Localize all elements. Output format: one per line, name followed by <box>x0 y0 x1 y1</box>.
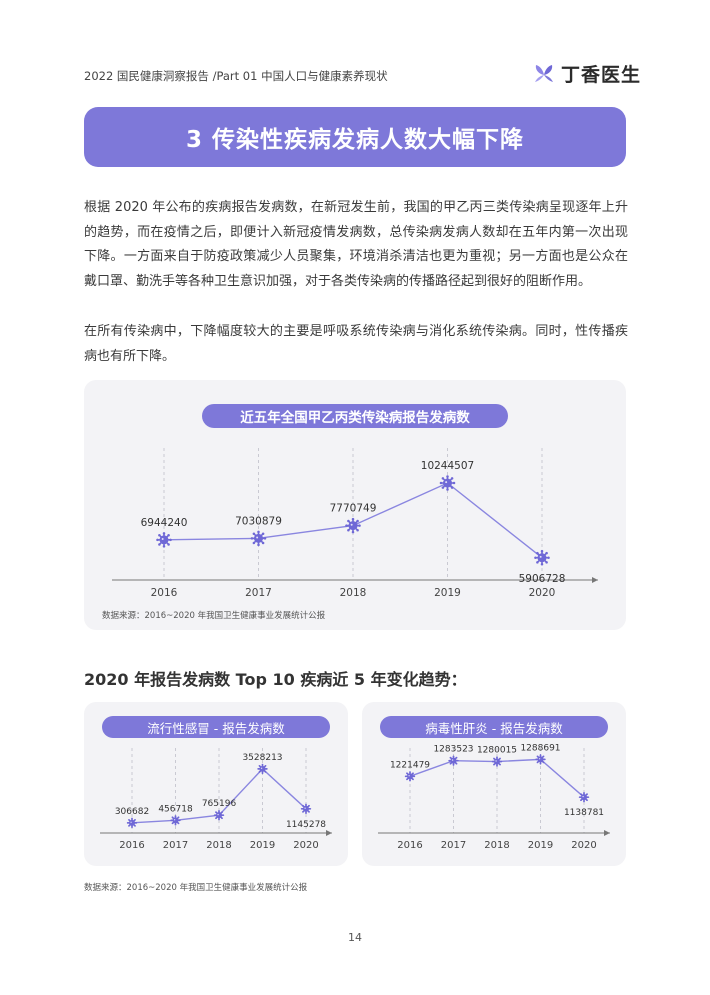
hepatitis-chart-svg: 1221479 2016 1283523 2017 1280015 2018 1288691… <box>378 743 610 851</box>
header-breadcrumb: 2022 国民健康洞察报告 /Part 01 中国人口与健康素养现状 <box>84 69 388 83</box>
data-point <box>439 475 456 491</box>
data-label: 6944240 <box>141 517 188 529</box>
x-tick-label: 2020 <box>571 840 596 851</box>
data-point <box>448 755 459 766</box>
x-tick-label: 2019 <box>528 840 553 851</box>
paragraph-2: 在所有传染病中，下降幅度较大的主要是呼吸系统传染病与消化系统传染病。同时，性传播… <box>84 324 628 364</box>
data-label: 456718 <box>158 804 193 814</box>
data-point <box>257 763 268 775</box>
data-point <box>404 771 416 782</box>
data-label: 5906728 <box>519 573 566 585</box>
data-label: 1221479 <box>390 760 430 770</box>
x-tick-label: 2017 <box>245 587 272 599</box>
x-axis-arrow <box>592 577 598 583</box>
data-label: 7770749 <box>330 503 377 515</box>
page-number: 14 <box>348 931 362 944</box>
data-label: 1288691 <box>520 743 560 753</box>
data-label: 1145278 <box>286 820 326 830</box>
x-tick-label: 2017 <box>441 840 466 851</box>
main-chart-title: 近五年全国甲乙丙类传染病报告发病数 <box>240 410 470 426</box>
flu-chart-title-pill: 流行性感冒 - 报告发病数 <box>102 716 330 738</box>
x-axis-arrow <box>604 830 610 836</box>
data-point <box>534 549 550 566</box>
section-banner-title: 3 传染性疾病发病人数大幅下降 <box>185 127 524 153</box>
data-point <box>156 532 172 548</box>
section-banner: 3 传染性疾病发病人数大幅下降 <box>84 107 626 167</box>
flower-logo-icon <box>535 64 553 82</box>
data-point <box>170 815 181 826</box>
data-point <box>300 803 312 814</box>
data-point <box>126 817 138 829</box>
hepatitis-chart-title: 病毒性肝炎 - 报告发病数 <box>425 720 563 736</box>
data-label: 1283523 <box>433 745 473 755</box>
x-tick-label: 2019 <box>250 840 275 851</box>
flu-chart-svg: 306682 2016 456718 2017 765196 2018 3528213 201… <box>100 748 332 851</box>
x-tick-label: 2020 <box>293 840 318 851</box>
x-tick-label: 2016 <box>119 840 144 851</box>
section-title: 2020 年报告发病数 Top 10 疾病近 5 年变化趋势： <box>84 670 467 689</box>
x-tick-label: 2018 <box>340 587 367 599</box>
flu-chart-title: 流行性感冒 - 报告发病数 <box>147 720 285 736</box>
hepatitis-chart-title-pill: 病毒性肝炎 - 报告发病数 <box>380 716 608 738</box>
main-chart-card: 近五年全国甲乙丙类传染病报告发病数 6944240 2016 7030879 2017… <box>84 380 626 630</box>
data-label: 10244507 <box>421 460 474 472</box>
main-chart-source: 数据来源：2016~2020 年我国卫生健康事业发展统计公报 <box>102 611 326 621</box>
data-point <box>578 791 590 803</box>
data-label: 3528213 <box>242 753 282 763</box>
data-label: 306682 <box>115 807 149 817</box>
x-axis-arrow <box>326 830 332 836</box>
data-point <box>491 756 503 767</box>
data-point <box>213 809 225 821</box>
x-tick-label: 2020 <box>529 587 556 599</box>
data-label: 1138781 <box>564 808 604 818</box>
x-tick-label: 2018 <box>484 840 509 851</box>
main-chart-svg: 6944240 2016 7030879 2017 7770749 2018 1024450… <box>112 448 598 599</box>
data-label: 765196 <box>202 799 237 809</box>
flu-chart-card: 流行性感冒 - 报告发病数 306682 2016 456718 2017 765196… <box>84 702 348 866</box>
brand-logo: 丁香医生 <box>533 60 641 87</box>
main-chart-title-pill: 近五年全国甲乙丙类传染病报告发病数 <box>202 404 508 428</box>
bottom-source: 数据来源：2016~2020 年我国卫生健康事业发展统计公报 <box>84 883 308 893</box>
paragraph-1: 根据 2020 年公布的疾病报告发病数，在新冠发生前，我国的甲乙丙三类传染病呈现… <box>84 200 628 289</box>
data-label: 1280015 <box>477 746 517 756</box>
data-point <box>535 754 546 765</box>
data-label: 7030879 <box>235 515 282 527</box>
x-tick-label: 2016 <box>151 587 178 599</box>
logo-text: 丁香医生 <box>561 64 642 86</box>
x-tick-label: 2017 <box>163 840 188 851</box>
data-point <box>250 530 267 547</box>
x-tick-label: 2016 <box>397 840 422 851</box>
hepatitis-chart-card: 病毒性肝炎 - 报告发病数 1221479 2016 1283523 2017 1280… <box>362 702 626 866</box>
data-point <box>345 517 361 534</box>
x-tick-label: 2019 <box>434 587 461 599</box>
x-tick-label: 2018 <box>206 840 231 851</box>
